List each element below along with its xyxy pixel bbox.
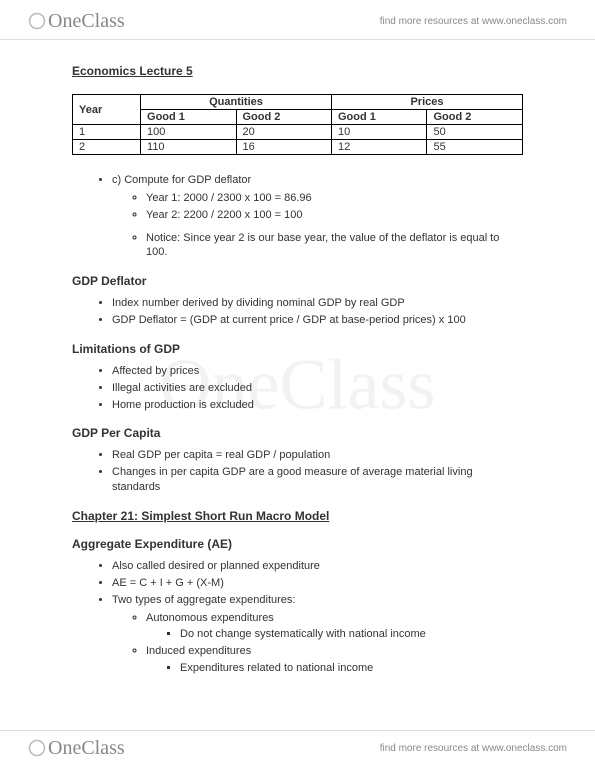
list-item: Year 2: 2200 / 2200 x 100 = 100 (146, 208, 523, 223)
brand-logo: OneClass (28, 10, 125, 33)
ae-detail: Do not change systematically with nation… (146, 627, 523, 642)
data-table: Year Quantities Prices Good 1 Good 2 Goo… (72, 94, 523, 155)
table-row: 2 110 16 12 55 (73, 140, 523, 155)
heading-gdp-deflator: GDP Deflator (72, 274, 523, 288)
brand-name-2: Class (81, 10, 124, 32)
cell: 100 (141, 125, 236, 140)
list-item: Changes in per capita GDP are a good mea… (112, 465, 523, 495)
ae-list: Also called desired or planned expenditu… (72, 559, 523, 676)
list-item: Also called desired or planned expenditu… (112, 559, 523, 574)
list-item: AE = C + I + G + (X-M) (112, 576, 523, 591)
logo-icon (28, 12, 46, 30)
cell: 10 (331, 125, 426, 140)
cell: 16 (236, 140, 331, 155)
brand-name-2: Class (81, 737, 124, 759)
heading-chapter: Chapter 21: Simplest Short Run Macro Mod… (72, 509, 523, 523)
group-prices: Prices (331, 95, 522, 110)
per-capita-list: Real GDP per capita = real GDP / populat… (72, 448, 523, 495)
list-item: Notice: Since year 2 is our base year, t… (146, 231, 523, 261)
section-c: c) Compute for GDP deflator Year 1: 2000… (72, 173, 523, 260)
brand-logo-footer: OneClass (28, 737, 125, 760)
table-row: 1 100 20 10 50 (73, 125, 523, 140)
section-c-label: c) Compute for GDP deflator (112, 174, 251, 186)
list-item: Index number derived by dividing nominal… (112, 296, 523, 311)
cell: 110 (141, 140, 236, 155)
table-group-row: Year Quantities Prices (73, 95, 523, 110)
list-item: c) Compute for GDP deflator Year 1: 2000… (112, 173, 523, 260)
brand-name-1: One (48, 737, 81, 759)
list-item: Two types of aggregate expenditures: Aut… (112, 593, 523, 676)
cell: 55 (427, 140, 523, 155)
cell: 20 (236, 125, 331, 140)
section-c-sub: Year 1: 2000 / 2300 x 100 = 86.96 Year 2… (112, 191, 523, 223)
gdp-deflator-list: Index number derived by dividing nominal… (72, 296, 523, 328)
col-good1-p: Good 1 (331, 110, 426, 125)
cell: 1 (73, 125, 141, 140)
cell: 50 (427, 125, 523, 140)
col-good2-p: Good 2 (427, 110, 523, 125)
list-item: Home production is excluded (112, 398, 523, 413)
ae-sublist: Autonomous expenditures Do not change sy… (112, 611, 523, 676)
col-year: Year (73, 95, 141, 125)
document-body: Economics Lecture 5 Year Quantities Pric… (0, 40, 595, 676)
list-item: Affected by prices (112, 364, 523, 379)
list-item: Do not change systematically with nation… (180, 627, 523, 642)
group-quantities: Quantities (141, 95, 332, 110)
footer-tagline: find more resources at www.oneclass.com (380, 743, 567, 754)
list-item: Year 1: 2000 / 2300 x 100 = 86.96 (146, 191, 523, 206)
col-good1-q: Good 1 (141, 110, 236, 125)
page-title: Economics Lecture 5 (72, 64, 523, 78)
list-item: GDP Deflator = (GDP at current price / G… (112, 313, 523, 328)
ae-sub-label: Autonomous expenditures (146, 612, 274, 624)
ae-sub-label: Induced expenditures (146, 645, 251, 657)
heading-limitations: Limitations of GDP (72, 342, 523, 356)
section-c-notice: Notice: Since year 2 is our base year, t… (112, 231, 523, 261)
brand-name-1: One (48, 10, 81, 32)
heading-ae: Aggregate Expenditure (AE) (72, 537, 523, 551)
ae-detail: Expenditures related to national income (146, 661, 523, 676)
list-item: Expenditures related to national income (180, 661, 523, 676)
header-tagline: find more resources at www.oneclass.com (380, 16, 567, 27)
logo-icon (28, 739, 46, 757)
list-item: Illegal activities are excluded (112, 381, 523, 396)
page-footer: OneClass find more resources at www.onec… (0, 730, 595, 770)
cell: 12 (331, 140, 426, 155)
page-header: OneClass find more resources at www.onec… (0, 0, 595, 40)
list-item: Induced expenditures Expenditures relate… (146, 644, 523, 676)
table-header-row: Good 1 Good 2 Good 1 Good 2 (73, 110, 523, 125)
limitations-list: Affected by prices Illegal activities ar… (72, 364, 523, 413)
list-item: Autonomous expenditures Do not change sy… (146, 611, 523, 643)
heading-per-capita: GDP Per Capita (72, 426, 523, 440)
col-good2-q: Good 2 (236, 110, 331, 125)
cell: 2 (73, 140, 141, 155)
list-item: Real GDP per capita = real GDP / populat… (112, 448, 523, 463)
ae-item-label: Two types of aggregate expenditures: (112, 594, 295, 606)
